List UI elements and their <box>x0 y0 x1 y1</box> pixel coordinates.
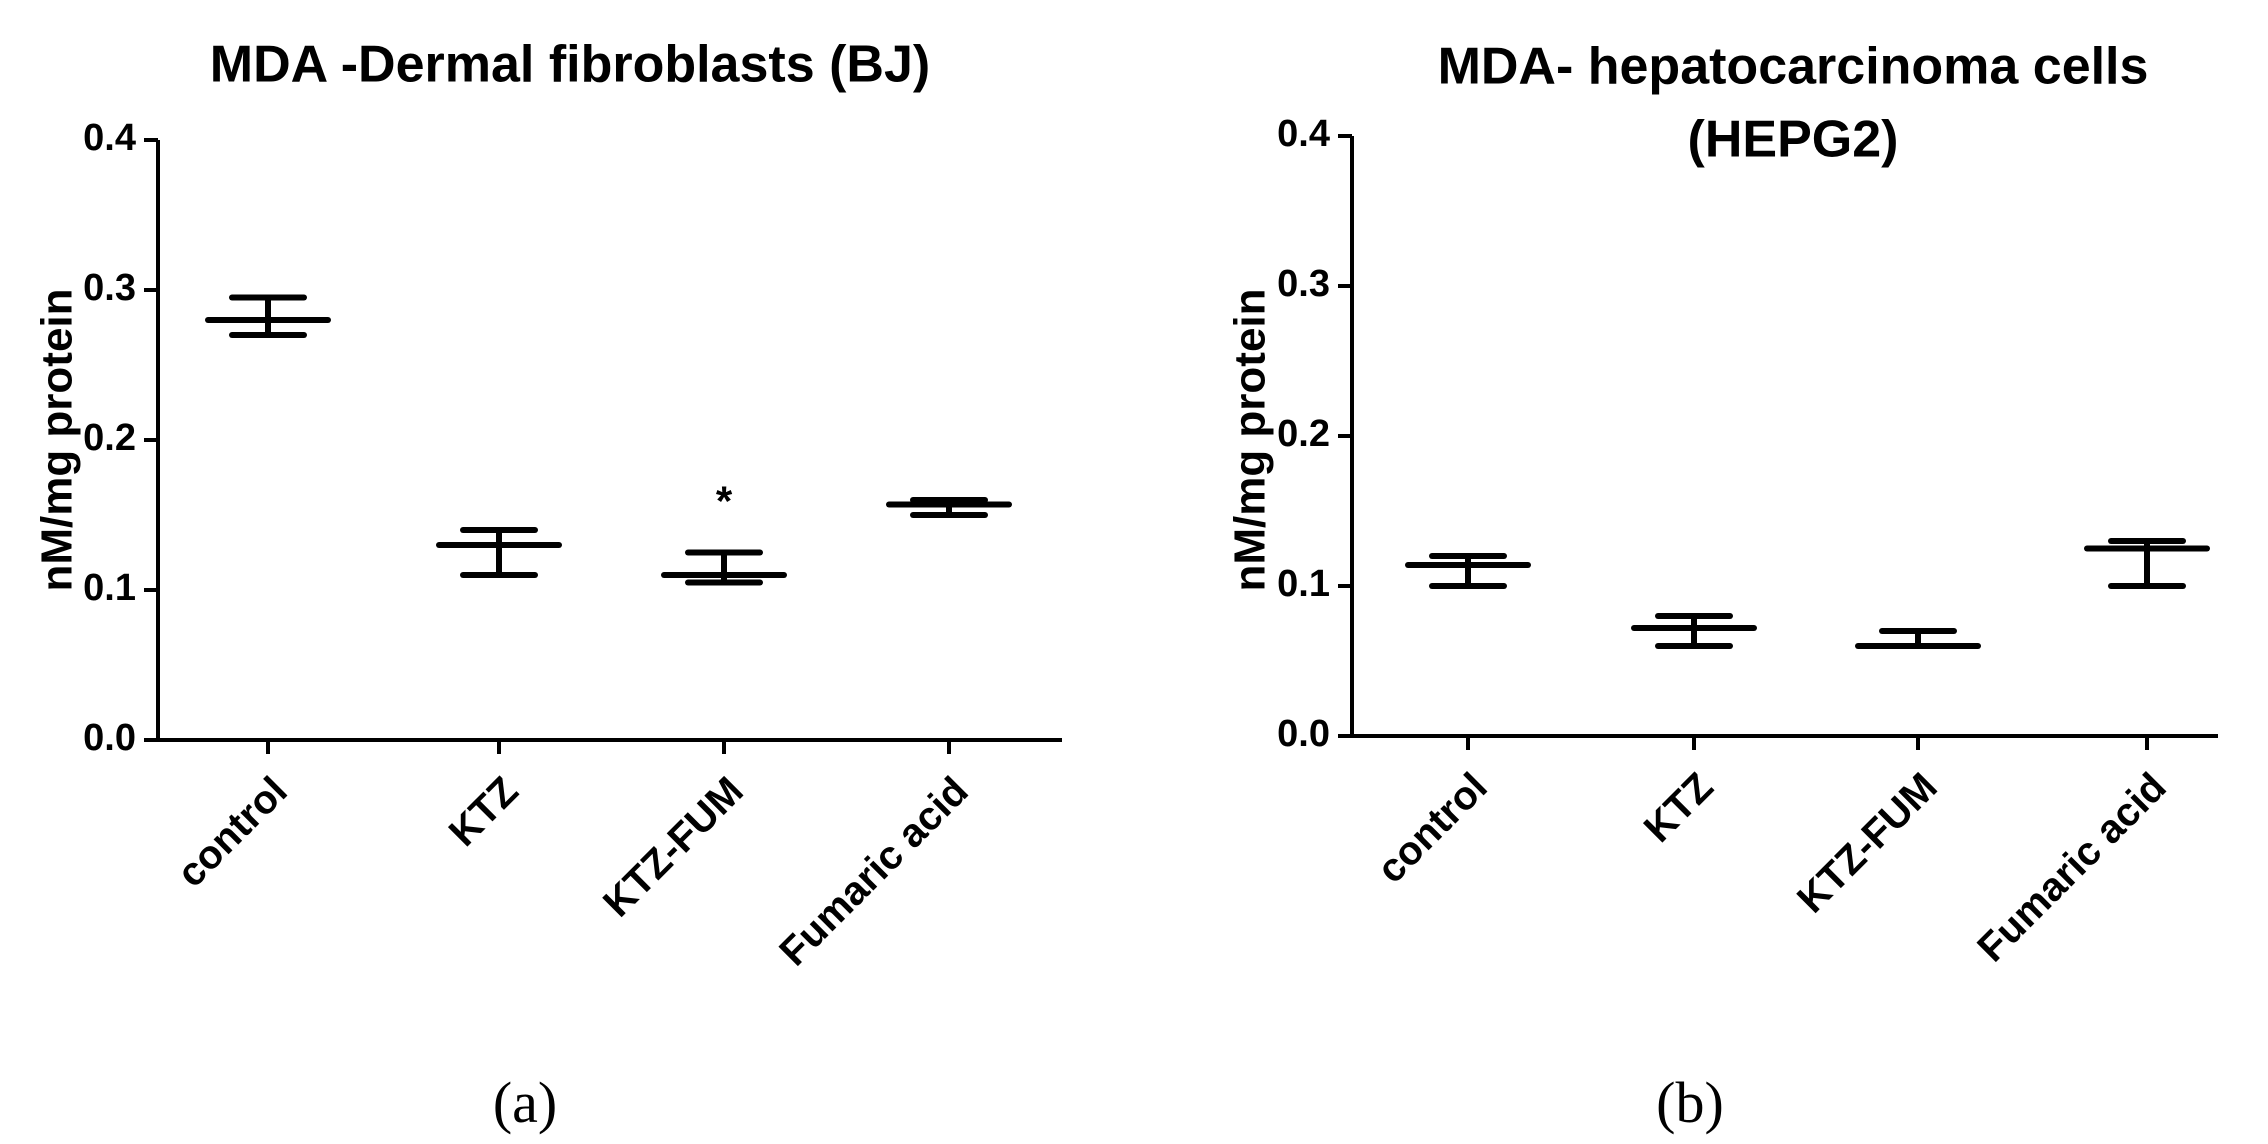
x-category-label: control <box>169 769 296 896</box>
y-axis-label: nM/mg protein <box>1226 288 1275 591</box>
x-category-label: KTZ <box>1636 765 1722 851</box>
chart-title: MDA -Dermal fibroblasts (BJ) <box>210 36 930 94</box>
data-mark-fumaric-acid <box>886 497 1012 518</box>
y-tick-label: 0.4 <box>1277 113 1330 155</box>
y-tick-label: 0.3 <box>1277 263 1330 305</box>
data-mark-ktz-fum <box>661 549 787 586</box>
y-tick-label: 0.1 <box>83 567 136 609</box>
y-axis-label: nM/mg protein <box>33 288 82 591</box>
data-mark-ktz-fum <box>1855 628 1981 649</box>
chart-title: (HEPG2) <box>1688 111 1899 169</box>
x-category-label: control <box>1369 765 1496 892</box>
x-category-label: KTZ-FUM <box>595 769 752 926</box>
data-mark-control <box>205 294 331 338</box>
y-tick-label: 0.2 <box>83 417 136 459</box>
data-mark-fumaric-acid <box>2084 538 2210 589</box>
y-tick-label: 0.0 <box>1277 713 1330 755</box>
x-category-label: Fumaric acid <box>1969 765 2175 971</box>
y-tick-label: 0.3 <box>83 267 136 309</box>
y-tick-label: 0.4 <box>83 117 136 159</box>
data-mark-ktz <box>1631 613 1757 649</box>
panel-label: (a) <box>493 1070 557 1135</box>
x-category-label: KTZ-FUM <box>1789 765 1946 922</box>
x-category-label: Fumaric acid <box>771 769 977 975</box>
y-tick-label: 0.0 <box>83 717 136 759</box>
y-tick-label: 0.2 <box>1277 413 1330 455</box>
significance-asterisk: * <box>716 478 733 525</box>
chart-panel-a: MDA -Dermal fibroblasts (BJ) 0.0 0.1 0.2 0.3… <box>33 36 1062 1135</box>
x-category-label: KTZ <box>441 769 527 855</box>
y-tick-label: 0.1 <box>1277 563 1330 605</box>
chart-title: MDA- hepatocarcinoma cells <box>1438 38 2149 96</box>
chart-panel-b: MDA- hepatocarcinoma cells (HEPG2) 0.0 0.1 0… <box>1226 38 2218 1135</box>
data-mark-control <box>1405 553 1531 589</box>
data-mark-ktz <box>436 527 562 578</box>
panel-label: (b) <box>1656 1070 1724 1135</box>
